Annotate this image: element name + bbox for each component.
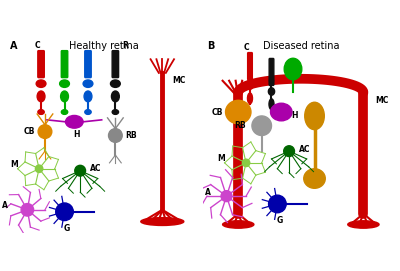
Ellipse shape <box>270 103 292 121</box>
Text: AC: AC <box>299 145 310 154</box>
Text: R: R <box>122 41 128 50</box>
Ellipse shape <box>66 115 83 128</box>
Text: CB: CB <box>211 108 223 117</box>
Text: AC: AC <box>90 164 102 173</box>
Ellipse shape <box>35 165 43 172</box>
Text: G: G <box>63 224 70 233</box>
Text: A: A <box>10 41 17 51</box>
Text: RB: RB <box>234 121 246 130</box>
Ellipse shape <box>60 80 70 87</box>
Ellipse shape <box>75 165 86 176</box>
Ellipse shape <box>269 99 274 109</box>
Ellipse shape <box>223 221 254 228</box>
FancyBboxPatch shape <box>248 53 252 80</box>
Ellipse shape <box>305 102 324 130</box>
Text: Healthy retina: Healthy retina <box>69 41 138 51</box>
Text: CB: CB <box>24 127 35 136</box>
Circle shape <box>21 204 34 216</box>
Ellipse shape <box>61 110 68 114</box>
FancyBboxPatch shape <box>85 51 91 78</box>
Text: H: H <box>73 130 80 139</box>
Circle shape <box>221 191 232 202</box>
Ellipse shape <box>348 221 379 228</box>
Circle shape <box>268 195 286 213</box>
FancyBboxPatch shape <box>38 51 44 78</box>
Text: RB: RB <box>125 131 137 140</box>
Ellipse shape <box>36 80 46 87</box>
Text: A: A <box>205 188 211 197</box>
Ellipse shape <box>248 93 252 104</box>
Ellipse shape <box>110 80 120 87</box>
Ellipse shape <box>304 169 325 188</box>
Text: MC: MC <box>172 76 186 85</box>
Ellipse shape <box>242 159 250 167</box>
Ellipse shape <box>38 110 44 114</box>
Text: B: B <box>207 41 214 51</box>
Ellipse shape <box>284 146 294 157</box>
Text: A: A <box>2 201 8 210</box>
Ellipse shape <box>38 125 52 138</box>
Text: H: H <box>291 111 298 120</box>
Ellipse shape <box>61 91 68 102</box>
Text: MC: MC <box>375 96 388 105</box>
Ellipse shape <box>83 80 93 87</box>
Text: Diseased retina: Diseased retina <box>262 41 339 51</box>
Ellipse shape <box>268 88 275 95</box>
Text: M: M <box>10 160 18 169</box>
Ellipse shape <box>252 116 272 136</box>
Ellipse shape <box>226 100 251 124</box>
FancyBboxPatch shape <box>269 59 274 85</box>
Ellipse shape <box>84 91 92 102</box>
Ellipse shape <box>108 129 122 142</box>
Ellipse shape <box>247 82 253 89</box>
Text: C: C <box>243 43 249 52</box>
Ellipse shape <box>270 78 274 83</box>
Text: C: C <box>34 41 40 50</box>
Ellipse shape <box>37 91 45 102</box>
Ellipse shape <box>112 91 119 102</box>
Ellipse shape <box>284 58 302 80</box>
Text: G: G <box>276 216 282 225</box>
Ellipse shape <box>112 110 118 114</box>
Ellipse shape <box>141 218 184 225</box>
FancyBboxPatch shape <box>61 51 68 78</box>
Ellipse shape <box>85 110 91 114</box>
Ellipse shape <box>248 78 252 83</box>
Text: M: M <box>217 154 224 163</box>
Circle shape <box>56 203 73 221</box>
FancyBboxPatch shape <box>112 51 118 78</box>
